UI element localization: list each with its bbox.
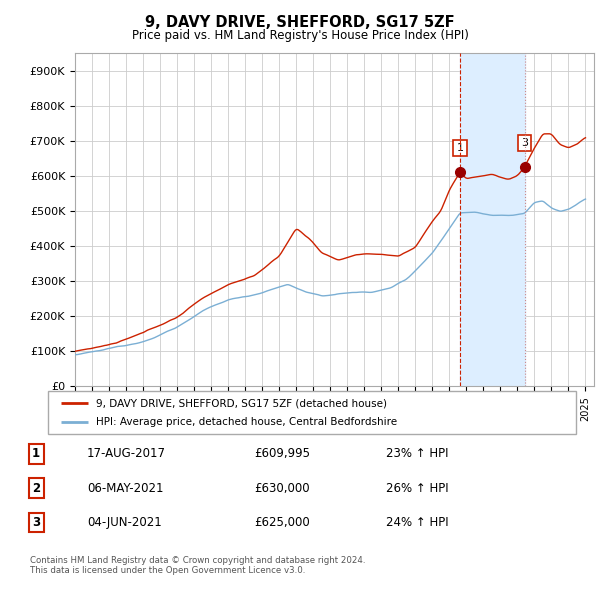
Text: Contains HM Land Registry data © Crown copyright and database right 2024.
This d: Contains HM Land Registry data © Crown c… bbox=[30, 556, 365, 575]
Text: 26% ↑ HPI: 26% ↑ HPI bbox=[386, 481, 449, 495]
Text: 3: 3 bbox=[521, 138, 528, 148]
Bar bbox=[460, 53, 524, 386]
Text: £630,000: £630,000 bbox=[254, 481, 310, 495]
Text: 17-AUG-2017: 17-AUG-2017 bbox=[87, 447, 166, 460]
Text: Price paid vs. HM Land Registry's House Price Index (HPI): Price paid vs. HM Land Registry's House … bbox=[131, 30, 469, 42]
Text: 1: 1 bbox=[457, 143, 464, 153]
Text: 06-MAY-2021: 06-MAY-2021 bbox=[87, 481, 163, 495]
Text: 04-JUN-2021: 04-JUN-2021 bbox=[87, 516, 161, 529]
Text: £625,000: £625,000 bbox=[254, 516, 310, 529]
Text: 9, DAVY DRIVE, SHEFFORD, SG17 5ZF: 9, DAVY DRIVE, SHEFFORD, SG17 5ZF bbox=[145, 15, 455, 30]
Text: 1: 1 bbox=[32, 447, 40, 460]
Text: HPI: Average price, detached house, Central Bedfordshire: HPI: Average price, detached house, Cent… bbox=[95, 417, 397, 427]
Text: 23% ↑ HPI: 23% ↑ HPI bbox=[386, 447, 449, 460]
Text: 3: 3 bbox=[32, 516, 40, 529]
Text: £609,995: £609,995 bbox=[254, 447, 310, 460]
Text: 24% ↑ HPI: 24% ↑ HPI bbox=[386, 516, 449, 529]
Text: 2: 2 bbox=[32, 481, 40, 495]
Text: 9, DAVY DRIVE, SHEFFORD, SG17 5ZF (detached house): 9, DAVY DRIVE, SHEFFORD, SG17 5ZF (detac… bbox=[95, 398, 386, 408]
